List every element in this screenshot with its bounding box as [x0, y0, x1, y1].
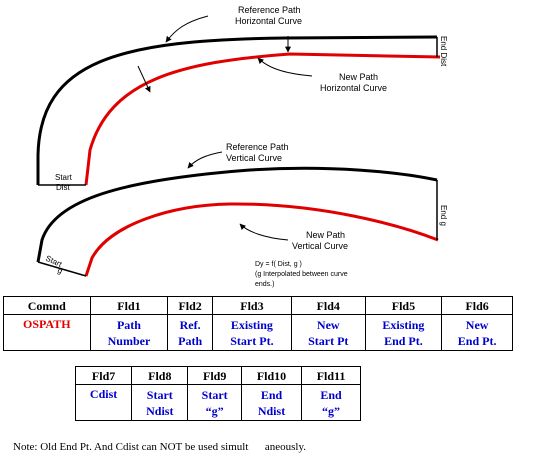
formula-line-1: Dy = f( Dist, g ) [255, 261, 302, 268]
cell-fld11: End “g” [301, 384, 361, 421]
cell-line: End Pt. [384, 333, 423, 348]
cell-line: Path [116, 317, 141, 332]
ref-path-label-bottom-1: Reference Path [226, 142, 289, 152]
cell-fld5: Existing End Pt. [364, 314, 443, 351]
cell-fld6: New End Pt. [441, 314, 513, 351]
formula-line-2: (g Interpolated between curve [255, 271, 348, 278]
cell-line: Start Pt [308, 333, 349, 348]
end-dist-label: End Dist [439, 36, 448, 67]
cell-fld8: Start Ndist [131, 384, 189, 421]
cell-fld9: Start “g” [187, 384, 242, 421]
cell-fld3: Existing Start Pt. [211, 314, 292, 351]
new-path-label-top-1: New Path [339, 72, 378, 82]
header-fld6: Fld6 [441, 296, 513, 315]
header-fld11: Fld11 [301, 366, 361, 385]
new-path-label-top-2: Horizontal Curve [320, 83, 387, 93]
new-path-label-bottom-1: New Path [306, 230, 345, 240]
new-label-arrow-top [257, 57, 313, 77]
cell-line: “g” [205, 403, 224, 418]
usage-note: Note: Old End Pt. And Cdist can NOT be u… [13, 441, 307, 453]
header-fld7: Fld7 [74, 366, 133, 385]
header-fld10: Fld10 [240, 366, 303, 385]
cell-line: Start [201, 387, 228, 402]
reference-path-horizontal [36, 35, 438, 185]
cell-line: Start [146, 387, 173, 402]
header-fld5: Fld5 [364, 296, 443, 315]
cell-line: Ndist [257, 403, 286, 418]
ref-label-arrow-bottom [187, 151, 223, 169]
cell-fld10: End Ndist [240, 384, 303, 421]
header-comnd: Comnd [3, 296, 91, 315]
cell-line: “g” [322, 403, 341, 418]
ref-path-label-bottom-2: Vertical Curve [226, 153, 282, 163]
formula-line-3: ends.) [255, 281, 274, 288]
cell-line: Start Pt. [230, 333, 274, 348]
cell-line: End [320, 387, 342, 402]
end-g-label: End g [439, 205, 448, 226]
cell-line: Cdist [89, 387, 118, 401]
header-fld4: Fld4 [290, 296, 366, 315]
header-fld3: Fld3 [211, 296, 292, 315]
start-dist-label-1: Start [55, 173, 73, 182]
table-value-row: Cdist Start Ndist Start “g” End Ndist End “g… [74, 384, 361, 421]
cell-line: End [260, 387, 283, 402]
new-label-arrow-bottom [239, 223, 289, 241]
header-fld1: Fld1 [89, 296, 169, 315]
cell-line: New [316, 317, 340, 332]
start-g-marker [37, 261, 87, 277]
offset-arrow-top [137, 65, 151, 93]
table-value-row: OSPATH Path Number Ref. Path Existing Start… [3, 314, 513, 351]
path-diagram: Reference Path Horizontal Curve New Path… [36, 5, 448, 288]
ref-path-label-top-2: Horizontal Curve [235, 16, 302, 26]
new-path-label-bottom-2: Vertical Curve [292, 241, 348, 251]
cell-command: OSPATH [3, 314, 91, 351]
start-g-label-2: g [56, 266, 64, 276]
command-name: OSPATH [22, 317, 71, 331]
cell-fld1: Path Number [89, 314, 169, 351]
start-dist-label-2: Dist [56, 183, 71, 192]
cell-line: Number [107, 333, 151, 348]
table-header-row: Fld7 Fld8 Fld9 Fld10 Fld11 [74, 366, 361, 385]
header-fld2: Fld2 [167, 296, 213, 315]
ref-label-arrow-top [165, 15, 209, 43]
reference-path-vertical [36, 166, 438, 263]
cell-line: Path [178, 333, 203, 348]
cell-fld4: New Start Pt [290, 314, 366, 351]
cell-line: New [465, 317, 489, 332]
cell-line: Existing [382, 317, 425, 332]
cell-fld2: Ref. Path [167, 314, 213, 351]
header-fld9: Fld9 [187, 366, 242, 385]
cell-line: Ref. [179, 317, 201, 332]
new-path-vertical [84, 202, 439, 277]
extra-fields-table: Fld7 Fld8 Fld9 Fld10 Fld11 Cdist Start Nd… [74, 366, 361, 421]
cell-line: End Pt. [457, 333, 497, 348]
new-path-horizontal [84, 52, 441, 186]
command-fields-table: Comnd Fld1 Fld2 Fld3 Fld4 Fld5 Fld6 OSPA… [3, 296, 513, 351]
cell-fld7: Cdist [74, 384, 133, 421]
cell-line: Existing [230, 317, 273, 332]
ref-path-label-top-1: Reference Path [238, 5, 301, 15]
header-fld8: Fld8 [131, 366, 189, 385]
cell-line: Ndist [146, 403, 174, 418]
table-header-row: Comnd Fld1 Fld2 Fld3 Fld4 Fld5 Fld6 [3, 296, 513, 315]
